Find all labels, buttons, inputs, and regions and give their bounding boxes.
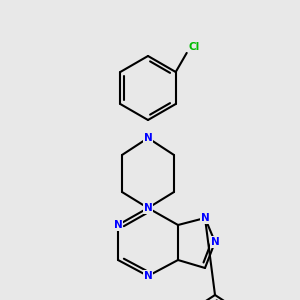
Text: N: N — [201, 213, 209, 223]
Text: N: N — [144, 271, 152, 281]
Text: Cl: Cl — [188, 42, 200, 52]
Text: N: N — [144, 133, 152, 143]
Text: N: N — [211, 237, 219, 247]
Text: N: N — [114, 220, 122, 230]
Text: N: N — [144, 203, 152, 213]
